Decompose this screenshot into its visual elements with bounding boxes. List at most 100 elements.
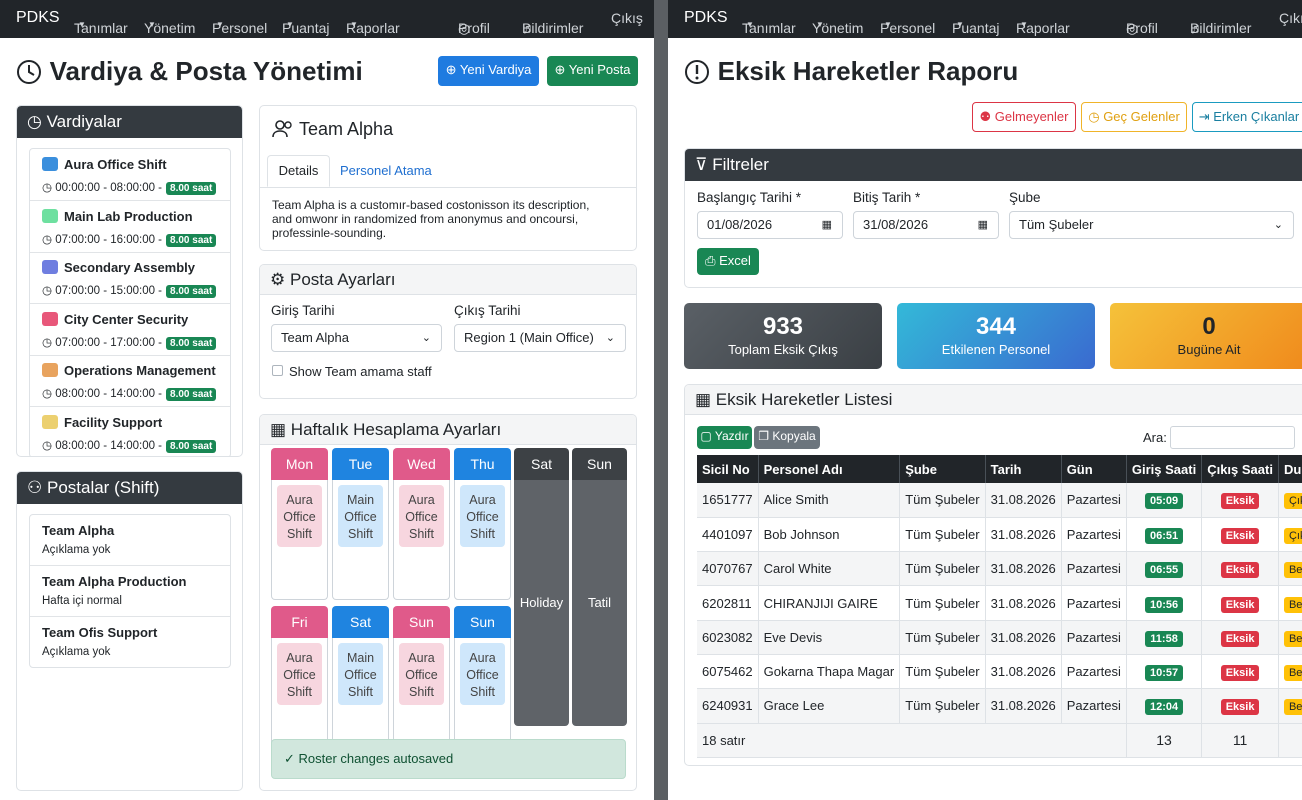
table-cell: Pazartesi [1061, 620, 1127, 655]
day-slot[interactable]: Aura Office Shift [454, 638, 511, 758]
day-slot[interactable]: Aura Office Shift [271, 638, 328, 758]
shift-list-item[interactable]: City Center Security ◷ 07:00:00 - 17:00:0… [30, 304, 230, 356]
table-row[interactable]: 6075462 Gokarna Thapa Magar Tüm Şubeler 31.… [697, 654, 1302, 690]
table-row[interactable]: 6202811 CHIRANJIJI GAIRE Tüm Şubeler 31.08.… [697, 585, 1302, 621]
new-shift-button[interactable]: ⊕ Yeni Vardiya [438, 56, 539, 86]
tab-details[interactable]: Details [267, 155, 330, 187]
column-header[interactable]: Personel Adı [758, 455, 901, 483]
post-description: Açıklama yok [42, 646, 111, 658]
table-row[interactable]: 6023082 Eve Devis Tüm Şubeler 31.08.2026 Paz… [697, 620, 1302, 655]
entry-date-select[interactable]: Team Alpha ⌄ [271, 324, 442, 352]
holiday-column[interactable]: Tatil [572, 480, 627, 726]
post-list-item[interactable]: Team Alpha Açıklama yok [30, 515, 230, 566]
plus-circle-icon: ⊕ [445, 62, 457, 77]
table-cell: Eksik [1201, 483, 1279, 518]
shift-hours-badge: 8.00 saat [166, 233, 217, 247]
day-slot[interactable]: Main Office Shift [332, 638, 389, 758]
branch-select[interactable]: Tüm Şubeler ⌄ [1009, 211, 1294, 239]
late-button[interactable]: ◷ Geç Gelenler [1081, 102, 1187, 132]
shift-list-item[interactable]: Facility Support ◷ 08:00:00 - 14:00:00 -8… [30, 407, 230, 457]
table-cell: 4070767 [697, 551, 759, 587]
day-slot[interactable]: Aura Office Shift [393, 638, 450, 758]
table-cell: 6202811 [697, 585, 759, 621]
assigned-shift-chip[interactable]: Main Office Shift [338, 485, 383, 547]
table-cell: 31.08.2026 [985, 654, 1062, 690]
column-header[interactable]: Çıkış Saati [1201, 455, 1279, 483]
absent-button[interactable]: ⚉ Gelmeyenler [972, 102, 1076, 132]
post-list-item[interactable]: Team Alpha Production Hafta içi normal [30, 566, 230, 617]
end-date-input[interactable]: 31/08/2026 ▦ [853, 211, 999, 239]
missing-movements-window: PDKS Tanımlar ▼ Yönetim ▼ Personel ▼ Puanta… [668, 0, 1302, 800]
entry-date-label: Giriş Tarihi [271, 303, 335, 318]
logout-link[interactable]: Çıkış [611, 10, 643, 26]
brand-logo[interactable]: PDKS [684, 9, 728, 26]
table-cell: 31.08.2026 [985, 620, 1062, 655]
day-slot[interactable]: Aura Office Shift [271, 480, 328, 600]
column-header[interactable]: Şube [899, 455, 986, 483]
exit-date-select[interactable]: Region 1 (Main Office) ⌄ [454, 324, 626, 352]
plus-circle-icon: ⊕ [554, 62, 566, 77]
tab-personel-atama[interactable]: Personel Atama [340, 163, 432, 178]
print-button[interactable]: ▢ Yazdır [697, 426, 752, 449]
table-row[interactable]: 4070767 Carol White Tüm Şubeler 31.08.2026 P… [697, 551, 1302, 587]
table-cell: Pazartesi [1061, 585, 1127, 621]
entry-time-badge: 06:51 [1144, 527, 1184, 544]
assigned-shift-chip[interactable]: Aura Office Shift [460, 643, 505, 705]
day-slot[interactable]: Aura Office Shift [454, 480, 511, 600]
shift-list-item[interactable]: Main Lab Production ◷ 07:00:00 - 16:00:00… [30, 201, 230, 253]
table-icon: ▦ [695, 390, 712, 409]
table-cell: Bob Johnson [758, 517, 901, 553]
entry-time-badge: 10:57 [1144, 665, 1184, 682]
clock-icon: ◷ [42, 388, 56, 400]
shifts-card-header: ◷ Vardiyalar [17, 106, 242, 138]
clock-icon: ◷ [42, 285, 56, 297]
table-cell: Bekleniyor [1278, 551, 1302, 587]
day-slot[interactable]: Aura Office Shift [393, 480, 450, 600]
holiday-label: Holiday [519, 595, 564, 610]
holiday-column[interactable]: Holiday [514, 480, 569, 726]
shift-list-item[interactable]: Aura Office Shift ◷ 00:00:00 - 08:00:00 -… [30, 149, 230, 201]
shift-list-item[interactable]: Secondary Assembly ◷ 07:00:00 - 15:00:00 … [30, 252, 230, 304]
missing-badge: Eksik [1220, 596, 1260, 613]
column-header[interactable]: Sicil No [697, 455, 759, 483]
column-header[interactable]: Durum [1278, 455, 1302, 483]
logout-link[interactable]: Çıkış [1279, 10, 1302, 26]
copy-button[interactable]: ❐ Kopyala [754, 426, 820, 449]
weekly-settings-card: ▦ Haftalık Hesaplama Ayarları Mon Aura Of… [259, 414, 637, 791]
assigned-shift-chip[interactable]: Aura Office Shift [460, 485, 505, 547]
column-header[interactable]: Tarih [985, 455, 1062, 483]
table-row[interactable]: 6240931 Grace Lee Tüm Şubeler 31.08.2026 Paz… [697, 688, 1302, 724]
assigned-shift-chip[interactable]: Aura Office Shift [399, 485, 444, 547]
table-row[interactable]: 1651777 Alice Smith Tüm Şubeler 31.08.2026 P… [697, 483, 1302, 518]
table-cell: Çıkış Yok [1278, 483, 1302, 518]
table-cell: Eksik [1201, 620, 1279, 655]
assigned-shift-chip[interactable]: Aura Office Shift [399, 643, 444, 705]
assigned-shift-chip[interactable]: Aura Office Shift [277, 643, 322, 705]
missing-badge: Eksik [1220, 630, 1260, 647]
excel-button[interactable]: ⎙ Excel [697, 248, 759, 275]
top-navbar: PDKS Tanımlar ▼ Yönetim ▼ Personel ▼ Puanta… [0, 0, 654, 38]
entry-time-badge: 05:09 [1144, 493, 1184, 510]
day-slot[interactable]: Main Office Shift [332, 480, 389, 600]
assigned-shift-chip[interactable]: Main Office Shift [338, 643, 383, 705]
column-header[interactable]: Gün [1061, 455, 1127, 483]
new-post-button[interactable]: ⊕ Yeni Posta [547, 56, 638, 86]
start-date-input[interactable]: 01/08/2026 ▦ [697, 211, 843, 239]
table-cell: Bekleniyor [1278, 688, 1302, 724]
shift-time: ◷ 07:00:00 - 16:00:00 -8.00 saat [42, 232, 217, 247]
column-header[interactable]: Giriş Saati [1126, 455, 1203, 483]
table-cell: Tüm Şubeler [899, 620, 986, 655]
early-leave-button[interactable]: ⇥ Erken Çıkanlar [1192, 102, 1302, 132]
shift-hours-badge: 8.00 saat [166, 439, 217, 453]
brand-logo[interactable]: PDKS [16, 9, 60, 26]
shift-list-item[interactable]: Operations Management ◷ 08:00:00 - 14:00:… [30, 355, 230, 407]
post-list-item[interactable]: Team Ofis Support Açıklama yok [30, 617, 230, 667]
table-cell: Tüm Şubeler [899, 517, 986, 553]
show-staff-checkbox[interactable] [272, 365, 283, 376]
search-input[interactable] [1170, 426, 1295, 449]
user-icon: ◎ [458, 20, 471, 36]
post-name: Team Alpha [42, 523, 115, 538]
table-row[interactable]: 4401097 Bob Johnson Tüm Şubeler 31.08.2026 P… [697, 517, 1302, 553]
assigned-shift-chip[interactable]: Aura Office Shift [277, 485, 322, 547]
top-navbar: PDKS Tanımlar ▼ Yönetim ▼ Personel ▼ Puanta… [668, 0, 1302, 38]
